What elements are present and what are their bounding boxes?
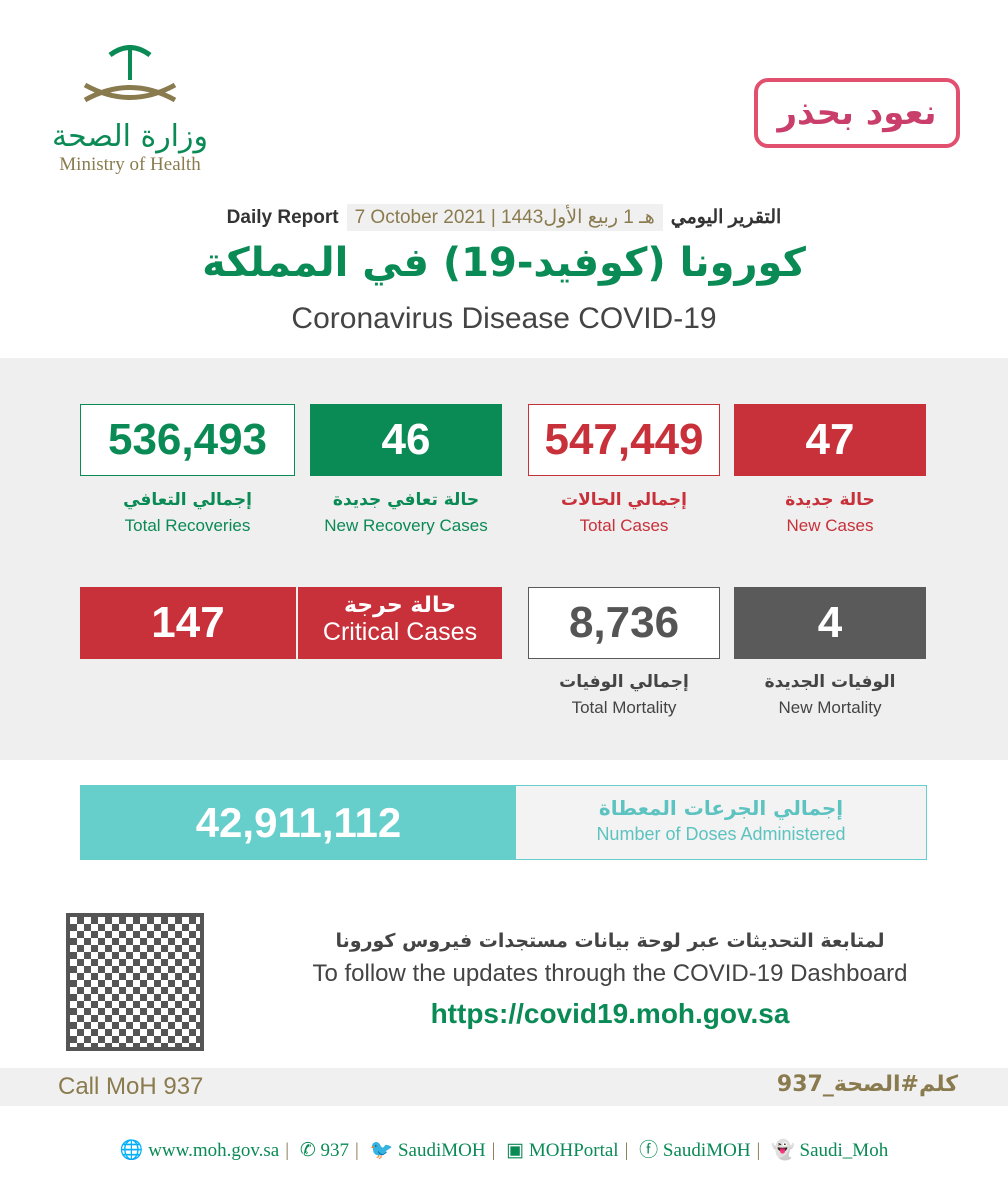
caption-ar: إجمالي التعافي bbox=[123, 490, 252, 510]
caption-en: Total Mortality bbox=[571, 698, 677, 717]
campaign-badge: نعود بحذر bbox=[754, 78, 960, 148]
total-cases-value: 547,449 bbox=[528, 404, 720, 476]
facebook-link[interactable]: SaudiMOH bbox=[662, 1140, 751, 1161]
snapchat-link[interactable]: Saudi_Moh bbox=[799, 1140, 889, 1161]
caption-ar: الوفيات الجديدة bbox=[764, 672, 896, 692]
dashboard-link[interactable]: https://covid19.moh.gov.sa bbox=[430, 998, 790, 1029]
critical-ar: حالة حرجة bbox=[343, 593, 457, 618]
total-mortality-value: 8,736 bbox=[528, 587, 720, 659]
caption-ar: حالة تعافي جديدة bbox=[332, 490, 480, 510]
caption-en: New Mortality bbox=[778, 698, 882, 717]
total-recoveries-caption: إجمالي التعافي Total Recoveries bbox=[80, 490, 295, 536]
phone-icon: ✆ bbox=[299, 1140, 316, 1161]
title-arabic: كورونا (كوفيد-19) في المملكة bbox=[202, 240, 806, 286]
caption-en: New Recovery Cases bbox=[324, 516, 488, 535]
critical-en: Critical Cases bbox=[322, 618, 478, 646]
caption-ar: حالة جديدة bbox=[785, 490, 875, 510]
caption-ar: إجمالي الوفيات bbox=[559, 672, 689, 692]
new-cases-caption: حالة جديدة New Cases bbox=[734, 490, 926, 536]
website-link[interactable]: www.moh.gov.sa bbox=[148, 1140, 280, 1161]
doses-panel: 42,911,112 إجمالي الجرعات المعطاة Number … bbox=[80, 785, 927, 860]
follow-ar: لمتابعة التحديثات عبر لوحة بيانات مستجدا… bbox=[335, 930, 885, 952]
globe-icon: 🌐 bbox=[119, 1140, 144, 1161]
doses-en: Number of Doses Administered bbox=[596, 824, 846, 844]
facebook-icon: ⓕ bbox=[639, 1140, 659, 1161]
call-strip: Call MoH 937 كلم#الصحة_937 bbox=[0, 1068, 1008, 1106]
youtube-link[interactable]: MOHPortal bbox=[528, 1140, 619, 1161]
new-cases-value: 47 bbox=[734, 404, 926, 476]
caption-en: Total Cases bbox=[579, 516, 669, 535]
caption-en: Total Recoveries bbox=[124, 516, 251, 535]
report-date: 7 October 2021 | 1443هـ 1 ربيع الأول bbox=[346, 204, 663, 231]
call-ar: كلم#الصحة_937 bbox=[776, 1072, 958, 1097]
new-mortality-caption: الوفيات الجديدة New Mortality bbox=[734, 672, 926, 718]
logo-english: Ministry of Health bbox=[59, 154, 201, 175]
moh-logo: وزارة الصحة Ministry of Health bbox=[50, 40, 210, 176]
new-mortality-value: 4 bbox=[734, 587, 926, 659]
doses-ar: إجمالي الجرعات المعطاة bbox=[598, 796, 844, 820]
palm-swords-icon bbox=[83, 45, 177, 103]
snapchat-icon: 👻 bbox=[771, 1140, 795, 1161]
follow-text: لمتابعة التحديثات عبر لوحة بيانات مستجدا… bbox=[270, 930, 950, 1030]
doses-label: إجمالي الجرعات المعطاة Number of Doses Ad… bbox=[516, 786, 926, 859]
critical-label: حالة حرجة Critical Cases bbox=[298, 587, 502, 659]
new-recovery-value: 46 bbox=[310, 404, 502, 476]
follow-en: To follow the updates through the COVID-… bbox=[312, 960, 908, 987]
qr-code[interactable] bbox=[66, 913, 204, 1051]
total-recoveries-value: 536,493 bbox=[80, 404, 295, 476]
phone-link[interactable]: 937 bbox=[320, 1140, 349, 1161]
caption-en: New Cases bbox=[786, 516, 874, 535]
logo-arabic: وزارة الصحة bbox=[52, 119, 208, 154]
daily-report-ar: التقرير اليومي bbox=[670, 207, 782, 228]
title-english: Coronavirus Disease COVID-19 bbox=[291, 302, 717, 335]
total-cases-caption: إجمالي الحالات Total Cases bbox=[528, 490, 720, 536]
twitter-link[interactable]: SaudiMOH bbox=[397, 1140, 486, 1161]
total-mortality-caption: إجمالي الوفيات Total Mortality bbox=[528, 672, 720, 718]
daily-report-en: Daily Report bbox=[226, 206, 339, 228]
call-en: Call MoH 937 bbox=[58, 1073, 204, 1100]
doses-value: 42,911,112 bbox=[81, 786, 516, 859]
twitter-icon: 🐦 bbox=[369, 1140, 394, 1161]
caption-ar: إجمالي الحالات bbox=[561, 490, 687, 510]
report-line: Daily Report 7 October 2021 | 1443هـ 1 ر… bbox=[0, 204, 1008, 231]
footer-links: 🌐 www.moh.gov.sa | ✆ 937 | 🐦 SaudiMOH | ▣ M… bbox=[119, 1140, 889, 1161]
critical-value: 147 bbox=[80, 587, 296, 659]
new-recovery-caption: حالة تعافي جديدة New Recovery Cases bbox=[300, 490, 512, 536]
youtube-icon: ▣ bbox=[506, 1140, 525, 1161]
